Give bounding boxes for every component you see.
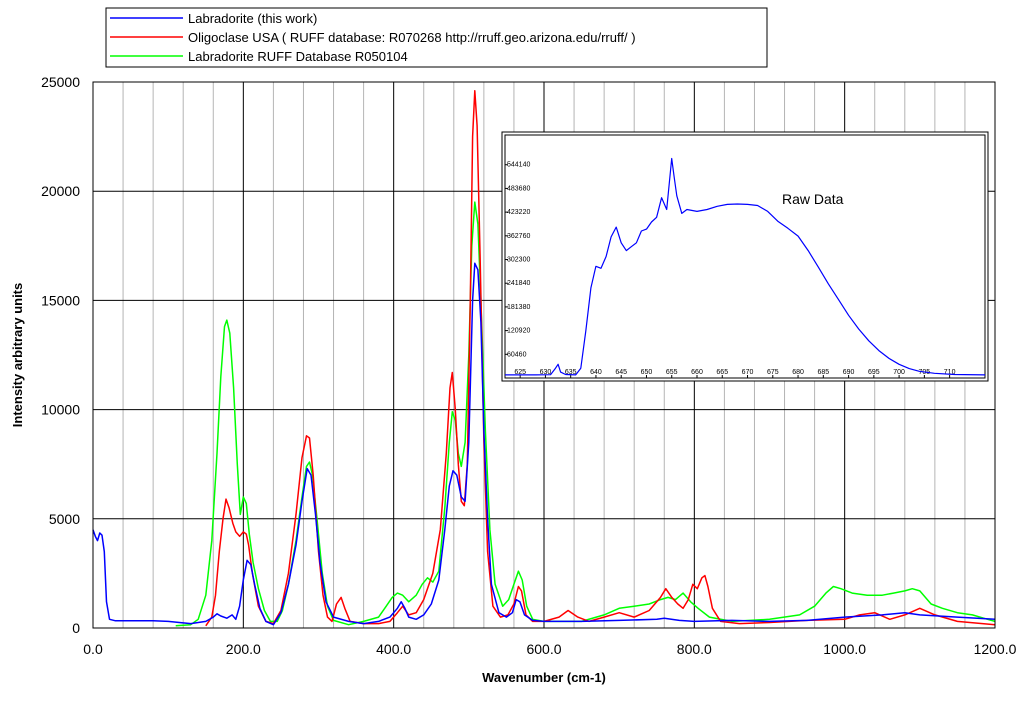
inset-x-tick-label: 650 (641, 369, 653, 376)
x-tick-label: 1000.0 (823, 641, 866, 657)
x-axis-title: Wavenumber (cm-1) (482, 670, 606, 685)
inset-x-tick-label: 655 (666, 369, 678, 376)
plot-area-border (92, 81, 996, 629)
inset-raw-data: 625 630 635 640 645 650 655 660 665 670 675 680 685 6… (501, 131, 989, 382)
y-axis-ticks: 0 5000 10000 15000 20000 25000 (41, 74, 80, 636)
inset-x-tick-label: 645 (615, 369, 627, 376)
inset-plot: 625 630 635 640 645 650 655 660 665 670 675 680 685 6… (504, 134, 986, 379)
inset-x-tick-label: 635 (565, 369, 577, 376)
inset-x-tick-label: 675 (767, 369, 779, 376)
inset-y-tick-label: 483680 (507, 185, 530, 192)
inset-y-tick-label: 181380 (507, 304, 530, 311)
inset-x-tick-label: 680 (792, 369, 804, 376)
series-line-1 (92, 262, 996, 626)
x-tick-label: 400.0 (376, 641, 411, 657)
inset-x-tick-label: 625 (514, 369, 526, 376)
inset-plot-frame (504, 134, 986, 379)
inset-y-tick-label: 302300 (507, 257, 530, 264)
y-tick-label: 10000 (41, 402, 80, 418)
series-line-3 (175, 201, 996, 627)
x-tick-label: 800.0 (677, 641, 712, 657)
legend: Labradorite (this work) Oligoclase USA (… (105, 7, 768, 68)
inset-y-tick-label: 120920 (507, 328, 530, 335)
inset-x-tick-label: 670 (742, 369, 754, 376)
inset-x-tick-label: 640 (590, 369, 602, 376)
inset-x-tick-label: 665 (716, 369, 728, 376)
inset-title: Raw Data (782, 191, 844, 207)
y-tick-label: 20000 (41, 183, 80, 199)
x-tick-label: 200.0 (226, 641, 261, 657)
y-tick-label: 0 (72, 620, 80, 636)
inset-x-tick-label: 630 (540, 369, 552, 376)
y-tick-label: 25000 (41, 74, 80, 90)
legend-box (105, 7, 768, 68)
x-tick-label: 1200.0 (974, 641, 1017, 657)
inset-series-line (505, 157, 986, 376)
legend-label-series-1: Labradorite (this work) (188, 11, 317, 26)
inset-y-tick-label: 544140 (507, 162, 530, 169)
inset-x-tick-label: 710 (944, 369, 956, 376)
inset-background (501, 131, 989, 382)
inset-y-tick-label: 423220 (507, 209, 530, 216)
x-tick-label: 0.0 (83, 641, 103, 657)
inset-y-tick-label: 241840 (507, 280, 530, 287)
inset-y-tick-label: 362760 (507, 233, 530, 240)
inset-x-tick-label: 700 (893, 369, 905, 376)
inset-y-tick-label: 60460 (507, 351, 527, 358)
inset-x-tick-label: 695 (868, 369, 880, 376)
inset-x-tick-label: 685 (817, 369, 829, 376)
legend-label-series-2: Oligoclase USA ( RUFF database: R070268 … (188, 30, 636, 45)
y-tick-label: 5000 (49, 511, 80, 527)
y-axis-title: Intensity arbitrary units (10, 283, 25, 427)
legend-label-series-3: Labradorite RUFF Database R050104 (188, 49, 408, 64)
series-lines (92, 89, 996, 627)
y-tick-label: 15000 (41, 292, 80, 308)
inset-x-tick-label: 660 (691, 369, 703, 376)
x-axis-ticks: 0.0 200.0 400.0 600.0 800.0 1000.0 1200.0 (83, 641, 1016, 657)
inset-x-tick-label: 690 (843, 369, 855, 376)
x-tick-label: 600.0 (526, 641, 561, 657)
